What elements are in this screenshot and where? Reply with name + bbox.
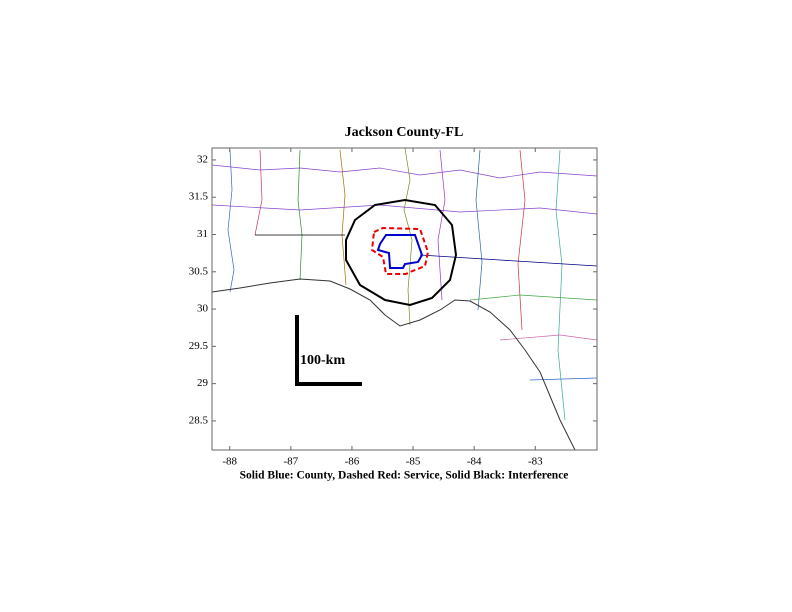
interference-contour <box>345 198 458 307</box>
scale-bar <box>295 315 362 386</box>
y-tick-label: 31 <box>197 228 208 240</box>
x-tick-label: -87 <box>283 456 298 468</box>
boundary <box>475 149 483 311</box>
y-tick-label: 30.5 <box>189 265 209 277</box>
boundary <box>517 149 526 331</box>
y-tick-label: 32 <box>197 153 208 165</box>
county-outline <box>376 234 424 269</box>
x-tick-label: -83 <box>528 456 543 468</box>
boundary <box>437 149 446 301</box>
boundary <box>211 164 598 179</box>
boundary <box>297 149 303 281</box>
boundary <box>499 334 598 341</box>
y-tick-label: 28.5 <box>189 414 209 426</box>
plot-frame <box>211 147 598 451</box>
y-tick-label: 29.5 <box>189 340 209 352</box>
service-contour <box>370 226 430 275</box>
caption: Solid Blue: County, Dashed Red: Service,… <box>240 470 569 482</box>
y-tick-label: 30 <box>197 303 209 315</box>
map-features <box>211 147 598 451</box>
boundary <box>254 149 263 236</box>
map-title: Jackson County-FL <box>345 125 464 140</box>
boundary <box>211 204 598 215</box>
boundary <box>529 377 598 381</box>
x-tick-label: -88 <box>222 456 237 468</box>
boundary <box>227 149 235 293</box>
x-tick-label: -85 <box>406 456 421 468</box>
scale-label: 100-km <box>300 353 345 368</box>
y-tick-label: 31.5 <box>189 191 209 203</box>
x-tick-label: -86 <box>345 456 360 468</box>
coastline <box>211 278 576 451</box>
x-tick-label: -84 <box>467 456 482 468</box>
boundary <box>469 294 598 301</box>
y-tick-label: 29 <box>197 377 209 389</box>
boundary <box>339 149 347 286</box>
boundary <box>403 147 413 326</box>
boundary <box>555 149 566 421</box>
state-line <box>419 254 598 267</box>
